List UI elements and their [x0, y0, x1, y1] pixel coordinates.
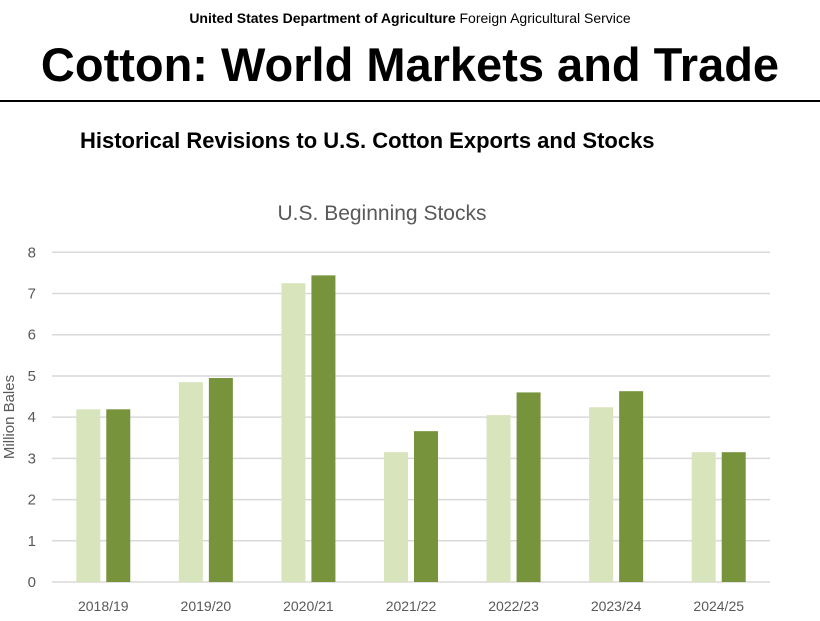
bar-series-2-2019-20 — [208, 377, 233, 582]
agency-line: United States Department of Agriculture … — [0, 10, 820, 26]
y-tick-label: 5 — [28, 368, 36, 385]
y-tick-label: 8 — [28, 244, 36, 261]
bar-series-1-2019-20 — [178, 382, 203, 582]
x-tick-label: 2022/23 — [488, 598, 539, 614]
agency-service: Foreign Agricultural Service — [459, 10, 631, 26]
y-tick-label: 6 — [28, 327, 36, 344]
bar-series-1-2018-19 — [76, 409, 101, 582]
x-tick-label: 2020/21 — [283, 598, 334, 614]
chart-title: U.S. Beginning Stocks — [278, 202, 487, 225]
bar-series-2-2021-22 — [414, 431, 438, 582]
bar-series-2-2018-19 — [106, 409, 131, 582]
x-tick-label: 2021/22 — [386, 598, 437, 614]
y-tick-label: 4 — [28, 409, 36, 426]
y-axis-label: Million Bales — [1, 375, 18, 459]
bar-series-1-2020-21 — [281, 283, 306, 582]
y-tick-label: 1 — [28, 533, 36, 550]
bar-series-2-2023-24 — [619, 391, 644, 582]
title-divider — [0, 100, 820, 102]
x-tick-label: 2023/24 — [591, 598, 642, 614]
y-tick-label: 0 — [28, 574, 36, 591]
y-tick-label: 7 — [28, 286, 36, 303]
agency-name: United States Department of Agriculture — [189, 10, 456, 26]
bar-series-1-2021-22 — [384, 452, 408, 582]
x-tick-label: 2018/19 — [78, 598, 129, 614]
page-title: Cotton: World Markets and Trade — [40, 38, 780, 91]
x-tick-label: 2019/20 — [181, 598, 232, 614]
bar-series-2-2024-25 — [721, 452, 746, 582]
y-tick-label: 3 — [28, 450, 36, 467]
y-tick-label: 2 — [28, 492, 36, 509]
bar-series-1-2022-23 — [486, 415, 511, 582]
section-title: Historical Revisions to U.S. Cotton Expo… — [80, 128, 655, 153]
bar-series-2-2020-21 — [311, 275, 336, 582]
bar-series-1-2024-25 — [691, 452, 716, 582]
bar-series-1-2023-24 — [589, 407, 614, 582]
x-tick-label: 2024/25 — [693, 598, 744, 614]
bar-series-2-2022-23 — [516, 392, 541, 582]
